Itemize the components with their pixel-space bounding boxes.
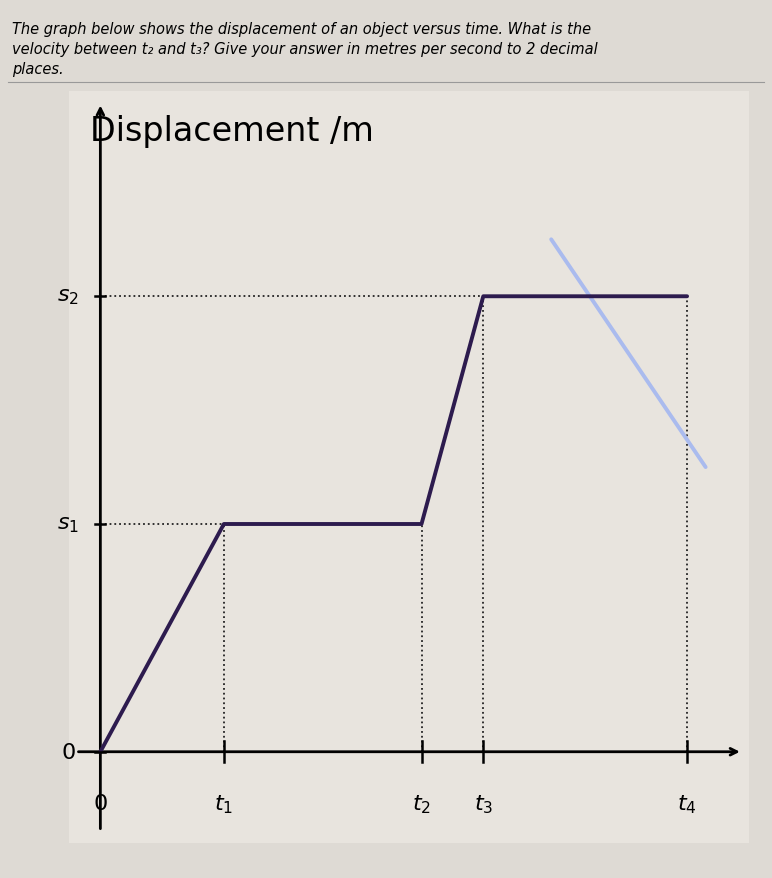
Text: $t_3$: $t_3$ — [474, 793, 493, 816]
Text: $t_2$: $t_2$ — [412, 793, 431, 816]
Text: $t_1$: $t_1$ — [215, 793, 233, 816]
Text: $t_4$: $t_4$ — [677, 793, 697, 816]
Text: places.: places. — [12, 62, 63, 77]
Text: $s_1$: $s_1$ — [57, 515, 79, 535]
Text: $s_2$: $s_2$ — [57, 287, 79, 307]
Text: 0: 0 — [62, 742, 76, 762]
Text: 0: 0 — [93, 793, 107, 813]
Text: The graph below shows the displacement of an object versus time. What is the: The graph below shows the displacement o… — [12, 22, 591, 37]
Text: Displacement /m: Displacement /m — [90, 115, 374, 148]
Text: velocity between t₂ and t₃? Give your answer in metres per second to 2 decimal: velocity between t₂ and t₃? Give your an… — [12, 42, 598, 57]
